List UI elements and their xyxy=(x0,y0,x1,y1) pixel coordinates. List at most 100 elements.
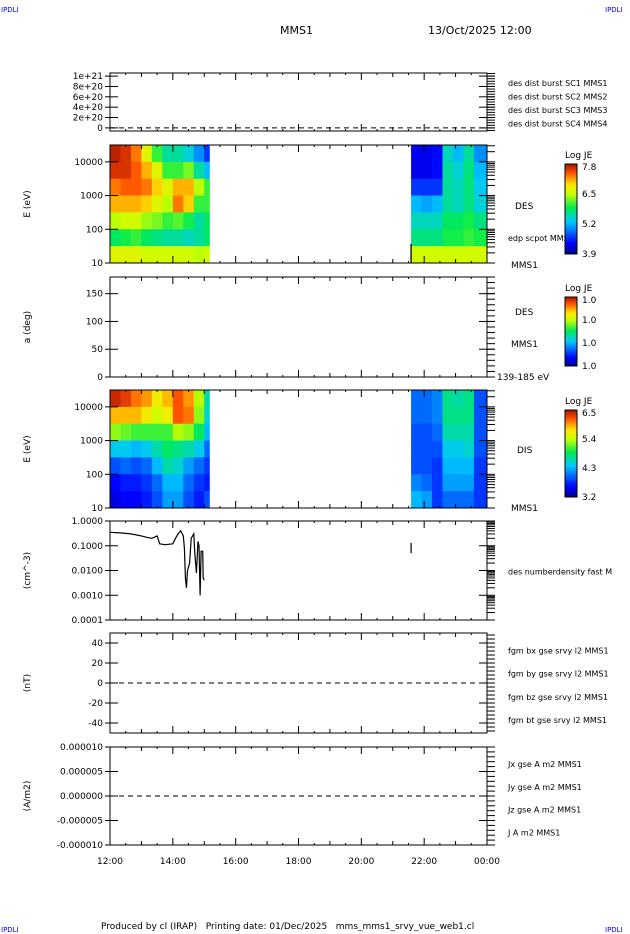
heatmap-cell xyxy=(432,161,443,180)
heatmap-cell xyxy=(162,195,174,213)
colorbar-swatch xyxy=(565,302,577,305)
colorbar-swatch xyxy=(565,338,577,341)
heatmap-cell xyxy=(442,491,454,509)
heatmap-cell xyxy=(193,474,205,492)
y-tick-label: 0.0010 xyxy=(72,591,104,601)
heatmap-cell xyxy=(432,178,443,196)
heatmap-cell xyxy=(110,423,121,441)
colorbar-swatch xyxy=(565,314,577,317)
heatmap-cell xyxy=(110,229,121,247)
heatmap-cell xyxy=(151,440,163,458)
colorbar-swatch xyxy=(565,195,577,199)
heatmap-cell xyxy=(452,161,464,180)
colorbar-swatch xyxy=(565,355,577,358)
y-axis-label: E (eV) xyxy=(23,190,33,217)
heatmap-cell xyxy=(411,474,422,492)
colorbar-swatch xyxy=(565,319,577,322)
heatmap-cell xyxy=(473,474,488,492)
colorbar-swatch xyxy=(565,457,577,461)
y-axis-label: (nT) xyxy=(23,674,33,692)
plot-title: MMS1 xyxy=(280,24,313,37)
heatmap-cell xyxy=(411,440,422,458)
colorbar-swatch xyxy=(565,449,577,452)
heatmap-cell xyxy=(183,212,195,230)
heatmap-cell xyxy=(452,406,464,425)
heatmap-cell xyxy=(110,246,121,264)
heatmap-cell xyxy=(463,195,475,213)
legend-entry: fgm by gse srvy l2 MMS1 xyxy=(508,670,609,679)
legend-entry: des dist burst SC2 MMS2 xyxy=(508,93,607,102)
heatmap-cell xyxy=(442,161,454,180)
heatmap-cell xyxy=(183,491,195,509)
colorbar-swatch xyxy=(565,251,577,255)
heatmap-cell xyxy=(151,195,163,213)
colorbar-swatch xyxy=(565,245,577,248)
panel-label: edp scpot MMS1 xyxy=(508,234,574,243)
heatmap-cell xyxy=(442,229,454,247)
heatmap-cell xyxy=(172,229,184,247)
colorbar-swatch xyxy=(565,483,577,487)
panel-frame xyxy=(109,276,488,378)
heatmap-cell xyxy=(172,145,184,163)
y-tick-label: 0.0100 xyxy=(72,567,104,577)
y-tick-label: 1.0000 xyxy=(72,517,104,527)
heatmap-cell xyxy=(432,212,443,230)
colorbar-swatch xyxy=(565,412,577,415)
heatmap-cell xyxy=(204,246,210,264)
heatmap-cell xyxy=(204,474,210,492)
colorbar-swatch xyxy=(565,164,577,167)
heatmap-cell xyxy=(193,195,205,213)
heatmap-cell xyxy=(473,161,488,180)
heatmap-cell xyxy=(204,440,210,458)
colorbar-title: Log JE xyxy=(565,151,593,161)
colorbar-swatch xyxy=(565,322,577,325)
colorbar-swatch xyxy=(565,466,577,470)
y-axis-label: a (deg) xyxy=(23,311,33,343)
heatmap-cell xyxy=(411,195,422,213)
colorbar-swatch xyxy=(565,362,577,365)
heatmap-cell xyxy=(141,457,153,475)
x-tick-label: 14:00 xyxy=(160,857,186,867)
heatmap-cell xyxy=(421,145,433,163)
heatmap-cell xyxy=(120,195,132,213)
colorbar-tick-label: 5.2 xyxy=(582,220,596,230)
panel-label: DIS xyxy=(517,446,533,456)
heatmap-cell xyxy=(110,145,121,163)
y-tick-label: 20 xyxy=(92,659,104,669)
plot-datetime: 13/Oct/2025 12:00 xyxy=(428,24,532,37)
heatmap-cell xyxy=(141,229,153,247)
heatmap-cell xyxy=(130,229,142,247)
colorbar-frame xyxy=(564,409,578,498)
colorbar-tick-label: 1.0 xyxy=(582,316,597,326)
heatmap-cell xyxy=(204,491,210,509)
heatmap-cell xyxy=(130,390,142,408)
colorbar-tick-label: 5.4 xyxy=(582,435,597,445)
heatmap-cell xyxy=(421,178,433,196)
heatmap-cell xyxy=(411,212,422,230)
y-axis-label: E (eV) xyxy=(23,435,33,462)
heatmap-cell xyxy=(183,474,195,492)
panel-frame xyxy=(109,72,488,132)
legend-entry: Jz gse A m2 MMS1 xyxy=(507,806,581,815)
colorbar-swatch xyxy=(565,429,577,433)
y-tick-label: 0.000005 xyxy=(60,768,103,778)
colorbar-swatch xyxy=(565,494,577,498)
heatmap-cell xyxy=(162,474,174,492)
colorbar-tick-label: 6.5 xyxy=(582,190,596,200)
heatmap-cell xyxy=(463,212,475,230)
heatmap-cell xyxy=(452,390,464,408)
colorbar-swatch xyxy=(565,451,577,454)
colorbar-swatch xyxy=(565,490,577,493)
heatmap-cell xyxy=(442,457,454,475)
colorbar-swatch xyxy=(565,206,577,210)
colorbar-swatch xyxy=(565,341,577,344)
colorbar-swatch xyxy=(565,315,577,318)
heatmap-cell xyxy=(162,178,174,196)
panel-label: DES xyxy=(515,308,534,318)
colorbar-swatch xyxy=(565,410,577,413)
colorbar-title: Log JE xyxy=(565,397,593,407)
heatmap-cell xyxy=(463,246,475,264)
colorbar-tick-label: 1.0 xyxy=(582,362,597,372)
y-tick-label: 0.000000 xyxy=(60,792,103,802)
